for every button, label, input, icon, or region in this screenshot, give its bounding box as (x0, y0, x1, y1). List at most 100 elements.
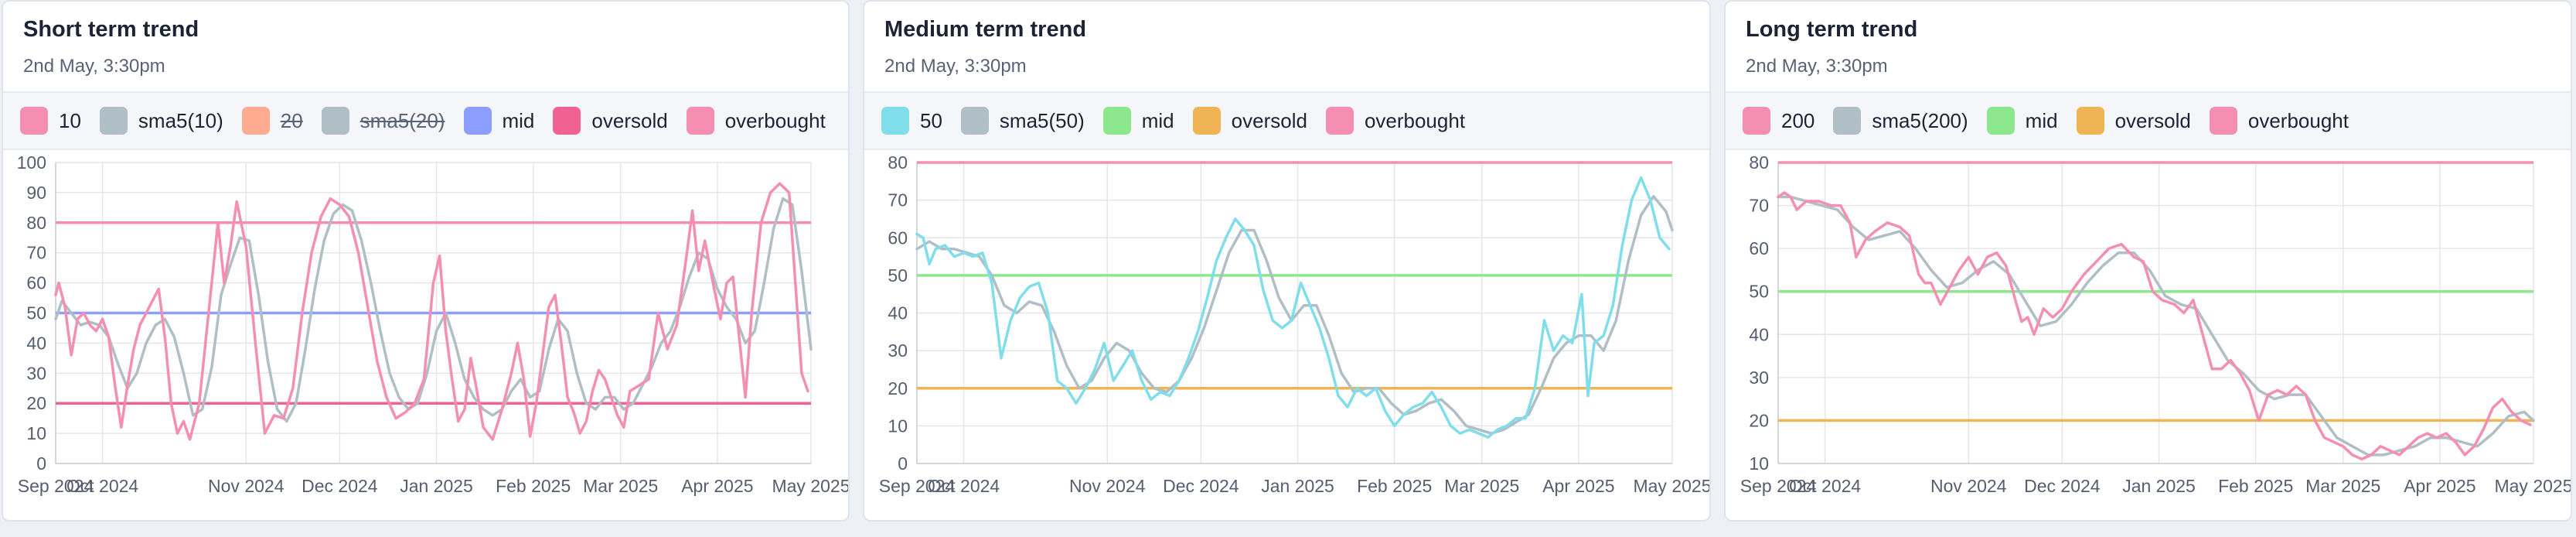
chart-legend: 50 sma5(50) mid oversold overbought (864, 93, 1709, 150)
y-tick-label: 70 (1749, 196, 1769, 216)
x-tick-label: May 2025 (2494, 476, 2572, 496)
legend-swatch (1986, 107, 2015, 135)
legend-label: 10 (59, 108, 81, 132)
legend-item-oversold[interactable]: oversold (2076, 107, 2191, 135)
legend-item-overbought[interactable]: overbought (1325, 107, 1466, 135)
legend-label: 20 (280, 108, 303, 132)
y-tick-label: 10 (888, 416, 908, 436)
y-tick-label: 0 (898, 453, 908, 474)
legend-swatch (2076, 107, 2104, 135)
series-line-50 (915, 176, 1671, 439)
x-tick-label: Apr 2025 (1542, 476, 1614, 496)
legend-item-sma5-50[interactable]: sma5(50) (960, 107, 1085, 135)
y-tick-label: 80 (888, 152, 908, 173)
x-tick-label: Jan 2025 (400, 476, 473, 496)
y-tick-label: 10 (26, 423, 46, 443)
legend-swatch (99, 107, 128, 135)
card-title: Long term trend (1746, 17, 1918, 42)
y-tick-label: 20 (1749, 410, 1769, 430)
legend-item-mid[interactable]: mid (463, 107, 535, 135)
series-line-sma5-10 (54, 197, 813, 423)
legend-label: mid (502, 108, 535, 132)
y-tick-label: 80 (1749, 152, 1769, 173)
x-tick-label: Jan 2025 (2122, 476, 2196, 496)
legend-label: oversold (591, 108, 668, 132)
legend-item-20[interactable]: 20 (241, 107, 303, 135)
legend-swatch (553, 107, 581, 135)
y-tick-label: 10 (1749, 453, 1769, 474)
x-tick-label: Feb 2025 (2218, 476, 2293, 496)
legend-label: overbought (2247, 108, 2349, 132)
x-tick-label: Nov 2024 (1069, 476, 1146, 496)
legend-item-mid[interactable]: mid (1102, 107, 1174, 135)
legend-swatch (686, 107, 714, 135)
series-line-10 (54, 182, 809, 441)
x-tick-label: Mar 2025 (583, 476, 658, 496)
y-tick-label: 40 (888, 303, 908, 323)
y-tick-label: 30 (1749, 368, 1769, 388)
legend-label: mid (2025, 108, 2058, 132)
legend-label: sma5(20) (359, 108, 445, 132)
legend-label: overbought (724, 108, 826, 132)
legend-item-50[interactable]: 50 (881, 107, 942, 135)
legend-item-sma5-200[interactable]: sma5(200) (1833, 107, 1968, 135)
legend-label: oversold (2114, 108, 2191, 132)
legend-item-overbought[interactable]: overbought (2209, 107, 2349, 135)
x-tick-label: Oct 2024 (66, 476, 139, 496)
x-tick-label: Feb 2025 (1357, 476, 1432, 496)
y-tick-label: 60 (26, 273, 46, 293)
y-tick-label: 50 (26, 303, 46, 323)
x-tick-label: Apr 2025 (2404, 476, 2475, 496)
legend-item-sma5-20[interactable]: sma5(20) (321, 107, 445, 135)
x-tick-label: Jan 2025 (1261, 476, 1334, 496)
x-tick-label: Mar 2025 (1444, 476, 1519, 496)
legend-item-10[interactable]: 10 (20, 107, 81, 135)
legend-label: 200 (1781, 108, 1815, 132)
legend-label: 50 (920, 108, 942, 132)
y-tick-label: 30 (26, 363, 46, 383)
card-timestamp: 2nd May, 3:30pm (1746, 56, 1888, 77)
y-tick-label: 50 (1749, 282, 1769, 302)
legend-item-overbought[interactable]: overbought (686, 107, 826, 135)
legend-item-oversold[interactable]: oversold (553, 107, 668, 135)
legend-item-mid[interactable]: mid (1986, 107, 2058, 135)
legend-label: sma5(10) (138, 108, 223, 132)
chart-legend: 10 sma5(10) 20 sma5(20) mid oversold overbough… (3, 93, 848, 150)
legend-swatch (2209, 107, 2237, 135)
card-timestamp: 2nd May, 3:30pm (884, 56, 1027, 77)
card-timestamp: 2nd May, 3:30pm (23, 56, 165, 77)
legend-item-200[interactable]: 200 (1743, 107, 1814, 135)
y-tick-label: 20 (888, 378, 908, 398)
y-tick-label: 60 (888, 227, 908, 248)
series-line-200 (1777, 191, 2532, 461)
x-tick-label: Nov 2024 (208, 476, 285, 496)
chart-legend: 200 sma5(200) mid oversold overbought (1726, 93, 2571, 150)
x-tick-label: May 2025 (772, 476, 850, 496)
legend-swatch (881, 107, 909, 135)
series-line-sma5-200 (1777, 195, 2535, 457)
x-tick-label: Dec 2024 (1163, 476, 1239, 496)
y-tick-label: 100 (17, 152, 46, 173)
x-tick-label: Dec 2024 (302, 476, 378, 496)
y-tick-label: 60 (1749, 238, 1769, 258)
y-tick-label: 90 (26, 183, 46, 203)
x-tick-label: Oct 2024 (928, 476, 1000, 496)
y-tick-label: 50 (888, 265, 908, 286)
x-tick-label: Sep 2024 (879, 476, 956, 496)
legend-swatch (241, 107, 270, 135)
legend-swatch (1192, 107, 1221, 135)
y-tick-label: 40 (26, 333, 46, 353)
y-tick-label: 20 (26, 393, 46, 413)
y-tick-label: 70 (26, 243, 46, 263)
card-title: Medium term trend (884, 17, 1087, 42)
legend-label: overbought (1364, 108, 1466, 132)
legend-item-sma5-10[interactable]: sma5(10) (99, 107, 223, 135)
card-header: Short term trend 2nd May, 3:30pm (3, 2, 848, 93)
x-tick-label: Sep 2024 (1740, 476, 1817, 496)
legend-label: sma5(50) (999, 108, 1085, 132)
x-tick-label: Nov 2024 (1930, 476, 2007, 496)
y-tick-label: 0 (36, 453, 46, 474)
legend-item-oversold[interactable]: oversold (1192, 107, 1307, 135)
x-tick-label: Oct 2024 (1789, 476, 1862, 496)
